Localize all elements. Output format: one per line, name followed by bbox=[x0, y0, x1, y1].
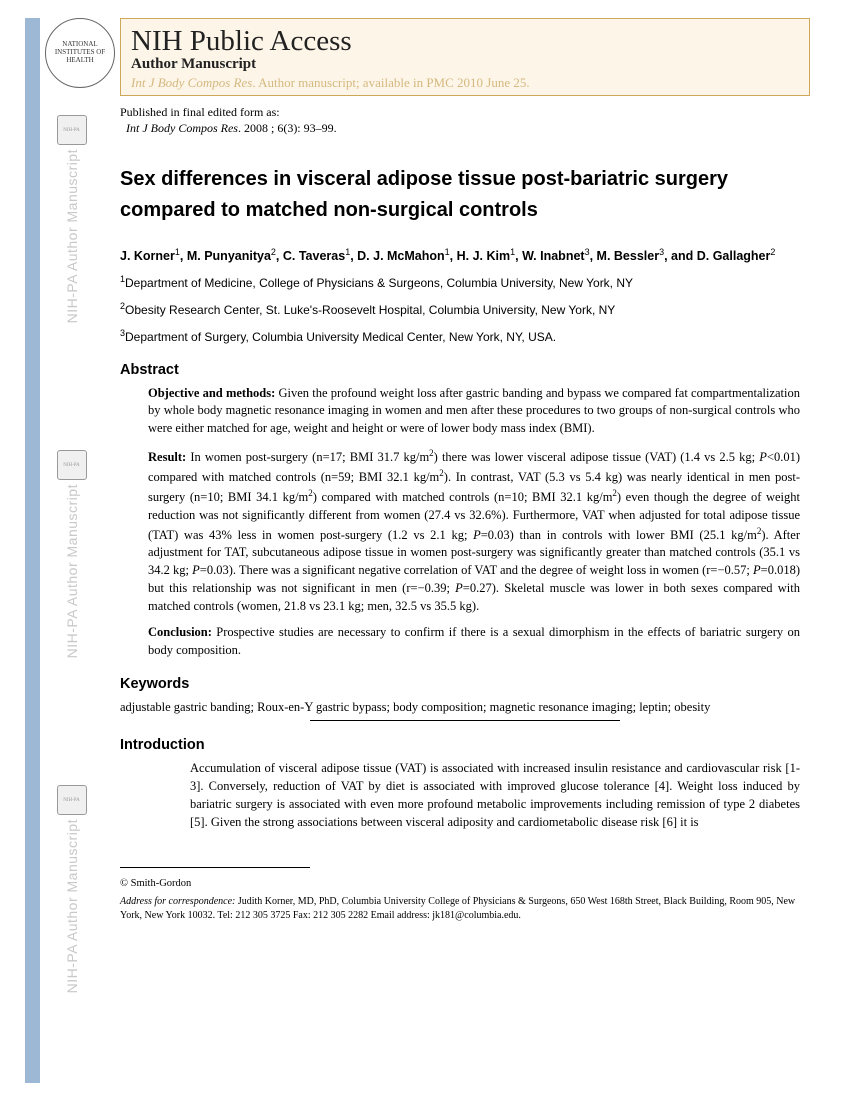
copyright-line: © Smith-Gordon bbox=[120, 878, 810, 889]
nih-pa-logo-icon: NIH-PA bbox=[57, 785, 87, 815]
introduction-heading: Introduction bbox=[120, 737, 810, 753]
introduction-body: Accumulation of visceral adipose tissue … bbox=[190, 760, 800, 831]
nih-pa-logo-icon: NIH-PA bbox=[57, 450, 87, 480]
introduction-paragraph: Accumulation of visceral adipose tissue … bbox=[190, 760, 800, 831]
author-list: J. Korner1, M. Punyanitya2, C. Taveras1,… bbox=[120, 246, 810, 266]
abstract-result: Result: In women post-surgery (n=17; BMI… bbox=[148, 447, 800, 615]
affiliation: 1Department of Medicine, College of Phys… bbox=[120, 273, 810, 292]
correspondence-address: Address for correspondence: Judith Korne… bbox=[120, 895, 810, 922]
keywords-rule bbox=[310, 720, 620, 721]
main-content: Published in final edited form as: Int J… bbox=[120, 104, 810, 922]
watermark-3: NIH-PA NIH-PA Author Manuscript bbox=[55, 785, 88, 993]
abstract-body: Objective and methods: Given the profoun… bbox=[148, 385, 800, 660]
keywords-text: adjustable gastric banding; Roux-en-Y ga… bbox=[120, 699, 810, 717]
banner-subtitle: Author Manuscript bbox=[131, 56, 530, 73]
left-accent-stripe bbox=[25, 18, 40, 1083]
banner-title: NIH Public Access bbox=[131, 25, 530, 58]
abstract-objective: Objective and methods: Given the profoun… bbox=[148, 385, 800, 438]
header-banner: NIH Public Access Author Manuscript Int … bbox=[120, 18, 810, 96]
abstract-conclusion: Conclusion: Prospective studies are nece… bbox=[148, 624, 800, 660]
affiliation: 2Obesity Research Center, St. Luke's-Roo… bbox=[120, 300, 810, 319]
watermark-2: NIH-PA NIH-PA Author Manuscript bbox=[55, 450, 88, 658]
banner-journal: Int J Body Compos Res. Author manuscript… bbox=[131, 75, 530, 91]
article-title: Sex differences in visceral adipose tiss… bbox=[120, 164, 810, 226]
publication-info: Published in final edited form as: Int J… bbox=[120, 104, 810, 136]
keywords-heading: Keywords bbox=[120, 676, 810, 692]
footnote-rule bbox=[120, 867, 310, 868]
abstract-heading: Abstract bbox=[120, 362, 810, 378]
watermark-1: NIH-PA NIH-PA Author Manuscript bbox=[55, 115, 88, 323]
nih-seal-icon: NATIONAL INSTITUTES OF HEALTH bbox=[45, 18, 115, 88]
affiliation: 3Department of Surgery, Columbia Univers… bbox=[120, 327, 810, 346]
nih-pa-logo-icon: NIH-PA bbox=[57, 115, 87, 145]
watermark-text: NIH-PA Author Manuscript bbox=[64, 149, 80, 323]
watermark-text: NIH-PA Author Manuscript bbox=[64, 819, 80, 993]
watermark-text: NIH-PA Author Manuscript bbox=[64, 484, 80, 658]
